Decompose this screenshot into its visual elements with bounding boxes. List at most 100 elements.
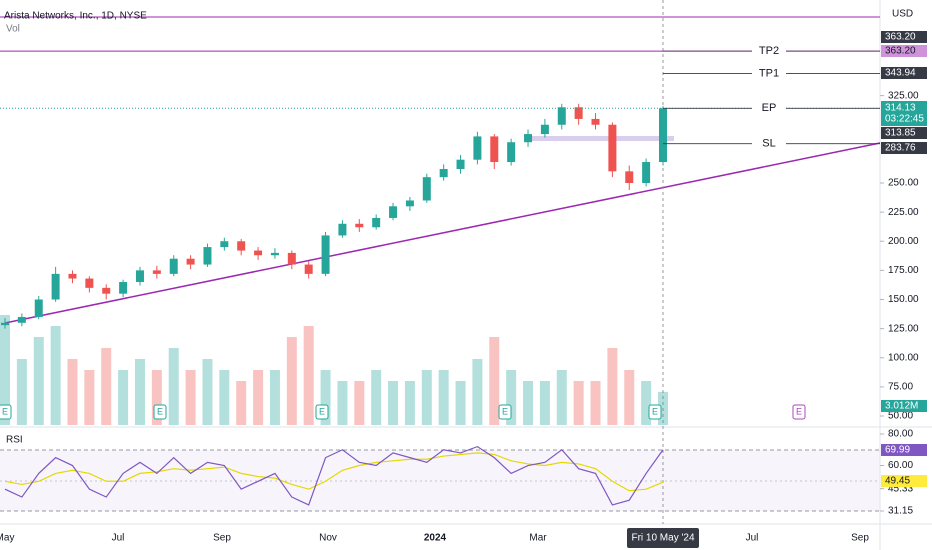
rsi-label: 49.45 [885, 476, 910, 487]
volume-label: 3.012M [885, 401, 918, 412]
volume-bar [303, 326, 314, 425]
volume-bar [33, 337, 44, 425]
volume-bar [101, 348, 112, 425]
level-name-bg [752, 101, 786, 116]
volume-bar [185, 370, 196, 425]
candle-body [152, 270, 161, 274]
y-tick-label: 250.00 [888, 178, 919, 189]
volume-bar [641, 381, 652, 425]
earnings-marker: E [652, 406, 658, 416]
earnings-box [648, 404, 662, 420]
volume-bar [84, 370, 95, 425]
candle-body [642, 162, 651, 183]
currency[interactable]: USD [892, 9, 913, 20]
price-label: 283.76 [885, 143, 916, 154]
candle-body [422, 177, 431, 201]
candle-body [389, 206, 398, 218]
y-tick-label: 325.00 [888, 90, 919, 101]
earnings-box [498, 404, 512, 420]
volume-bar [354, 381, 365, 425]
candle-body [321, 235, 330, 274]
volume-bar [624, 370, 635, 425]
candle-body [34, 299, 43, 317]
volume-bar [371, 370, 382, 425]
candle-body [135, 270, 144, 283]
earnings-marker: E [2, 406, 8, 416]
earnings-marker: E [796, 406, 802, 416]
countdown: 03:22:45 [885, 114, 924, 125]
rsi-line [4, 445, 664, 506]
volume-bar [168, 348, 179, 425]
candle-body [287, 252, 296, 265]
y-tick-label: 50.00 [888, 411, 913, 422]
cursor-box [627, 528, 699, 548]
volume-bar [523, 381, 534, 425]
level-name-bg [752, 136, 786, 151]
volume-bar [67, 359, 78, 425]
volume-bar [438, 370, 449, 425]
zone [528, 136, 674, 141]
y-tick-label: 100.00 [888, 352, 919, 363]
candle-body [237, 241, 246, 251]
rsi-label-bg [881, 444, 927, 456]
volume-bar [556, 370, 567, 425]
volume-bar [337, 381, 348, 425]
rsi-tick-label: 31.15 [888, 506, 913, 517]
candle-body [540, 124, 549, 135]
x-tick-label: May [0, 533, 14, 544]
x-tick-label: Mar [529, 533, 547, 544]
candle-body [1, 322, 9, 326]
x-tick-label: Nov [319, 533, 337, 544]
price-label-bg [881, 142, 927, 154]
volume-bar [539, 381, 550, 425]
volume-bar [455, 381, 466, 425]
candle-body [524, 134, 533, 143]
candle-body [507, 142, 516, 163]
rsi-label-bg [881, 475, 927, 487]
candle-body [68, 273, 77, 279]
candle-body [119, 282, 128, 294]
volume-bar [253, 370, 264, 425]
x-tick-label: Sep [851, 533, 869, 544]
rsi-tick-label: 80.00 [888, 429, 913, 440]
volume-bar [50, 326, 61, 425]
candle-body [355, 223, 364, 228]
volume-bar [421, 370, 432, 425]
candle-body [456, 159, 465, 170]
price-label: 363.20 [885, 32, 916, 43]
candle-body [557, 107, 566, 125]
volume-bar [151, 370, 162, 425]
candle-body [17, 316, 26, 323]
earnings-box [315, 404, 329, 420]
candle-body [85, 278, 94, 288]
volume-bar [658, 391, 668, 425]
candle-body [490, 136, 499, 163]
candle-body [591, 118, 600, 125]
volume-bar [506, 370, 517, 425]
y-tick-label: 200.00 [888, 236, 919, 247]
level-name-bg [752, 44, 786, 59]
volume-bar [388, 381, 399, 425]
candle-body [254, 250, 263, 256]
volume-bar [219, 370, 230, 425]
volume-bar [404, 381, 415, 425]
x-tick-label: Jul [746, 533, 759, 544]
y-tick-label: 75.00 [888, 382, 913, 393]
candle-body [372, 217, 381, 228]
y-tick-label: 125.00 [888, 323, 919, 334]
candle-body [304, 264, 313, 274]
rsi-tick-label: 60.00 [888, 460, 913, 471]
candle-body [203, 247, 212, 265]
x-tick-label: Sep [213, 533, 231, 544]
trendline [4, 142, 881, 324]
earnings-box [792, 404, 806, 420]
price-label-bg [881, 31, 927, 43]
volume-bar [269, 370, 280, 425]
y-tick-label: 150.00 [888, 294, 919, 305]
candle-body [574, 107, 583, 119]
volume-bar [286, 337, 297, 425]
price-label-bg [881, 127, 927, 139]
candle-body [439, 169, 448, 178]
